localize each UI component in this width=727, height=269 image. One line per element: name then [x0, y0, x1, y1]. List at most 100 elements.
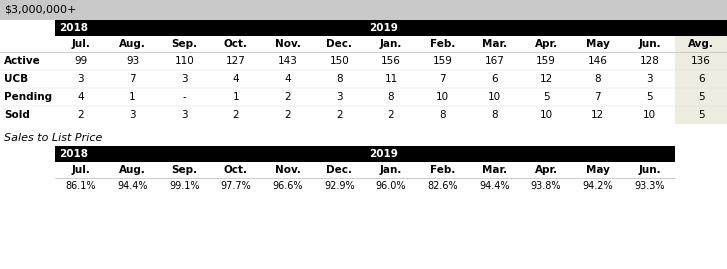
Text: 5: 5 — [698, 110, 704, 120]
Text: 7: 7 — [595, 92, 601, 102]
Text: Jul.: Jul. — [71, 39, 90, 49]
Text: 10: 10 — [436, 92, 449, 102]
Text: Mar.: Mar. — [482, 165, 507, 175]
Text: $3,000,000+: $3,000,000+ — [4, 5, 76, 15]
Text: 99.1%: 99.1% — [169, 181, 199, 191]
Text: 1: 1 — [233, 92, 239, 102]
Text: 127: 127 — [226, 56, 246, 66]
Bar — [0, 88, 727, 106]
Text: 7: 7 — [439, 74, 446, 84]
Text: Apr.: Apr. — [534, 39, 558, 49]
Text: 2: 2 — [284, 92, 291, 102]
Text: 146: 146 — [588, 56, 608, 66]
Text: Mar.: Mar. — [482, 39, 507, 49]
Text: Jun.: Jun. — [638, 165, 661, 175]
Text: Nov.: Nov. — [275, 39, 300, 49]
Text: 92.9%: 92.9% — [324, 181, 355, 191]
Text: 8: 8 — [595, 74, 601, 84]
Bar — [0, 106, 727, 124]
Text: Jul.: Jul. — [71, 165, 90, 175]
Text: 2018: 2018 — [59, 23, 88, 33]
Text: UCB: UCB — [4, 74, 28, 84]
Text: Oct.: Oct. — [224, 165, 248, 175]
Text: Avg.: Avg. — [688, 39, 714, 49]
Text: 1: 1 — [129, 92, 136, 102]
Text: 2019: 2019 — [369, 23, 398, 33]
Bar — [0, 36, 727, 52]
Text: Sep.: Sep. — [171, 165, 197, 175]
Text: Sep.: Sep. — [171, 39, 197, 49]
Text: 93.3%: 93.3% — [634, 181, 664, 191]
Bar — [55, 178, 675, 194]
Text: Jun.: Jun. — [638, 39, 661, 49]
Text: 5: 5 — [698, 92, 704, 102]
Text: 99: 99 — [74, 56, 87, 66]
Text: Jan.: Jan. — [379, 165, 402, 175]
Text: 3: 3 — [78, 74, 84, 84]
Bar — [0, 130, 727, 146]
Text: 12: 12 — [539, 74, 553, 84]
Text: 4: 4 — [233, 74, 239, 84]
Text: Feb.: Feb. — [430, 165, 455, 175]
Text: 3: 3 — [129, 110, 136, 120]
Text: Dec.: Dec. — [326, 165, 353, 175]
Text: 156: 156 — [381, 56, 401, 66]
Text: 93: 93 — [126, 56, 139, 66]
Text: 110: 110 — [174, 56, 194, 66]
Text: 10: 10 — [488, 92, 501, 102]
Text: 7: 7 — [129, 74, 136, 84]
Text: 94.4%: 94.4% — [479, 181, 510, 191]
Text: 96.6%: 96.6% — [273, 181, 303, 191]
Text: 4: 4 — [284, 74, 291, 84]
Bar — [675, 88, 727, 106]
Text: 3: 3 — [181, 74, 188, 84]
Text: Dec.: Dec. — [326, 39, 353, 49]
Text: 8: 8 — [387, 92, 394, 102]
Text: May: May — [586, 39, 610, 49]
Text: 2019: 2019 — [369, 149, 398, 159]
Text: Aug.: Aug. — [119, 39, 146, 49]
Text: 97.7%: 97.7% — [220, 181, 252, 191]
Text: Aug.: Aug. — [119, 165, 146, 175]
Bar — [55, 146, 675, 162]
Bar — [675, 52, 727, 70]
Text: -: - — [182, 92, 186, 102]
Text: 167: 167 — [484, 56, 505, 66]
Text: 12: 12 — [591, 110, 604, 120]
Text: 94.2%: 94.2% — [582, 181, 613, 191]
Text: 94.4%: 94.4% — [117, 181, 148, 191]
Text: Apr.: Apr. — [534, 165, 558, 175]
Text: 6: 6 — [491, 74, 498, 84]
Text: 2: 2 — [78, 110, 84, 120]
Text: 11: 11 — [385, 74, 398, 84]
Text: 136: 136 — [691, 56, 711, 66]
Text: Pending: Pending — [4, 92, 52, 102]
Text: Oct.: Oct. — [224, 39, 248, 49]
Bar — [675, 70, 727, 88]
Text: 86.1%: 86.1% — [65, 181, 96, 191]
Text: Nov.: Nov. — [275, 165, 300, 175]
Text: Feb.: Feb. — [430, 39, 455, 49]
Text: 8: 8 — [336, 74, 342, 84]
Text: 3: 3 — [646, 74, 653, 84]
Text: 2: 2 — [233, 110, 239, 120]
Text: 3: 3 — [181, 110, 188, 120]
Text: 3: 3 — [336, 92, 342, 102]
Text: 10: 10 — [643, 110, 656, 120]
Text: Sales to List Price: Sales to List Price — [4, 133, 103, 143]
Text: 159: 159 — [433, 56, 453, 66]
Text: 150: 150 — [329, 56, 349, 66]
Bar — [0, 0, 727, 20]
Text: Sold: Sold — [4, 110, 30, 120]
Text: 8: 8 — [491, 110, 498, 120]
Text: Active: Active — [4, 56, 41, 66]
Text: May: May — [586, 165, 610, 175]
Text: 143: 143 — [278, 56, 297, 66]
Bar — [0, 70, 727, 88]
Text: 2018: 2018 — [59, 149, 88, 159]
Text: 93.8%: 93.8% — [531, 181, 561, 191]
Text: 2: 2 — [387, 110, 394, 120]
Text: 128: 128 — [640, 56, 659, 66]
Bar — [55, 162, 675, 178]
Text: 6: 6 — [698, 74, 704, 84]
